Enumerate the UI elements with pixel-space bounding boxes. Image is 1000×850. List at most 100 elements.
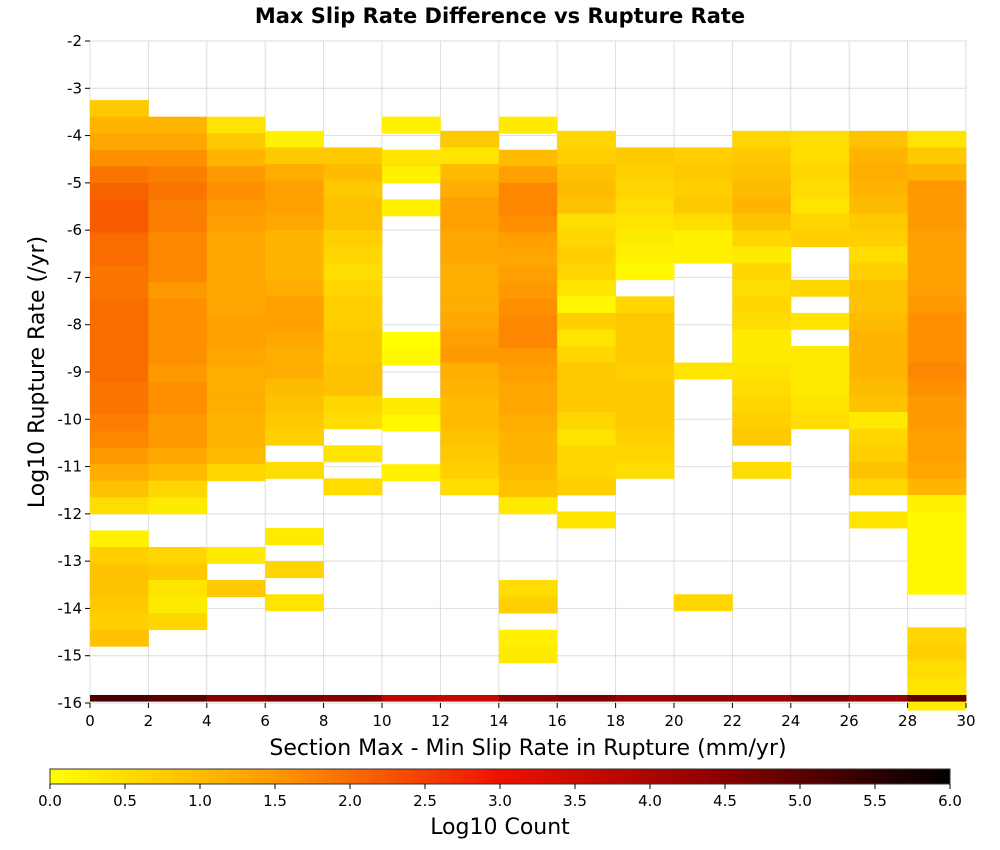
- heatmap-cell: [674, 147, 733, 165]
- heatmap-cell: [148, 166, 208, 184]
- heatmap-cell: [148, 414, 208, 432]
- heatmap-cell: [90, 348, 149, 366]
- heatmap-cell: [849, 395, 908, 413]
- heatmap-cell: [323, 147, 383, 165]
- heatmap-cell: [148, 398, 208, 415]
- heatmap-cell-bottom-row: [732, 694, 792, 702]
- x-tick-label: 24: [781, 712, 800, 730]
- heatmap-cell: [323, 345, 383, 363]
- x-tick-label: 28: [898, 712, 917, 730]
- heatmap-cell: [498, 497, 558, 515]
- heatmap-cell: [206, 580, 266, 598]
- colorbar-tick-label: 1.0: [188, 792, 212, 810]
- heatmap-cell: [148, 282, 208, 300]
- heatmap-cell: [90, 613, 149, 631]
- heatmap-cell-bottom-row: [323, 694, 383, 702]
- heatmap-cell: [265, 561, 324, 579]
- colorbar-tick-label: 0.5: [113, 792, 137, 810]
- heatmap-cell-bottom-row: [90, 694, 149, 702]
- heatmap-cell: [90, 331, 149, 349]
- y-tick-label: -16: [58, 694, 83, 712]
- heatmap-cell: [615, 395, 675, 413]
- colorbar-tick-label: 4.0: [638, 792, 662, 810]
- heatmap-cell: [557, 130, 616, 148]
- heatmap-cell: [323, 213, 383, 231]
- heatmap-cell: [907, 561, 967, 579]
- x-tick-label: 2: [144, 712, 154, 730]
- heatmap-cell: [498, 398, 558, 415]
- heatmap-cell: [615, 147, 675, 165]
- heatmap-cell: [557, 163, 616, 181]
- heatmap-cell: [440, 345, 500, 363]
- heatmap-cell: [849, 379, 908, 397]
- heatmap-cell: [615, 428, 675, 446]
- heatmap-cell: [849, 213, 908, 231]
- heatmap-cell: [90, 116, 149, 134]
- heatmap-cell: [90, 530, 149, 548]
- heatmap-cell: [498, 298, 558, 316]
- x-axis-label: Section Max - Min Slip Rate in Rupture (…: [269, 736, 786, 761]
- heatmap-cell-bottom-row: [382, 694, 441, 702]
- heatmap-cell: [323, 478, 383, 496]
- heatmap-cell: [265, 461, 324, 479]
- heatmap-cell: [148, 580, 208, 598]
- heatmap-cell: [849, 345, 908, 363]
- heatmap-cell: [790, 197, 850, 214]
- heatmap-cell: [382, 166, 441, 184]
- heatmap-cell: [790, 180, 850, 198]
- heatmap-cell-bottom-row: [557, 694, 616, 702]
- heatmap-cell: [674, 246, 733, 264]
- heatmap-cell: [557, 246, 616, 264]
- heatmap-cell: [615, 230, 675, 248]
- heatmap-cell: [90, 232, 149, 250]
- heatmap-cell-bottom-row: [849, 694, 908, 702]
- heatmap-cell-bottom-row: [440, 694, 500, 702]
- heatmap-cell: [206, 182, 266, 200]
- heatmap-cell: [557, 312, 616, 330]
- heatmap-cell: [323, 412, 383, 430]
- x-tick-label: 4: [202, 712, 212, 730]
- x-tick-label: 8: [319, 712, 329, 730]
- heatmap-cell: [323, 379, 383, 397]
- heatmap-cell: [907, 428, 967, 446]
- heatmap-cell: [90, 215, 149, 233]
- heatmap-cell: [849, 296, 908, 314]
- heatmap-cell: [90, 580, 149, 598]
- heatmap-cell: [849, 163, 908, 181]
- heatmap-cell: [206, 315, 266, 333]
- heatmap-cell: [732, 163, 792, 181]
- y-tick-label: -7: [67, 268, 82, 286]
- heatmap-cell: [440, 213, 500, 231]
- y-tick-label: -13: [58, 552, 83, 570]
- heatmap-cell: [732, 213, 792, 231]
- heatmap-cell: [907, 246, 967, 264]
- heatmap-cell: [557, 213, 616, 231]
- heatmap-cell: [265, 130, 324, 148]
- heatmap-cell: [206, 331, 266, 349]
- heatmap-cell: [557, 362, 616, 380]
- heatmap-cell: [148, 480, 208, 498]
- heatmap-cell: [265, 180, 324, 198]
- y-tick-label: -10: [58, 410, 83, 428]
- heatmap-cell: [907, 544, 967, 562]
- heatmap-cell: [615, 163, 675, 181]
- heatmap-cell: [323, 180, 383, 198]
- heatmap-cell: [148, 563, 208, 581]
- heatmap-cell: [557, 461, 616, 479]
- heatmap-cell: [907, 461, 967, 479]
- heatmap-cell: [615, 345, 675, 363]
- heatmap-cell: [907, 577, 967, 595]
- heatmap-cell: [440, 395, 500, 413]
- heatmap-cell: [148, 381, 208, 399]
- heatmap-cell: [498, 232, 558, 250]
- heatmap-cell: [907, 263, 967, 281]
- heatmap-cell: [498, 646, 558, 664]
- heatmap-cell: [732, 296, 792, 314]
- heatmap-cell: [907, 627, 967, 645]
- heatmap-cell: [498, 364, 558, 382]
- heatmap-cell: [907, 660, 967, 678]
- heatmap-cell: [557, 296, 616, 314]
- heatmap-cell: [323, 263, 383, 281]
- heatmap-cell: [382, 398, 441, 415]
- heatmap-cells: [90, 100, 967, 711]
